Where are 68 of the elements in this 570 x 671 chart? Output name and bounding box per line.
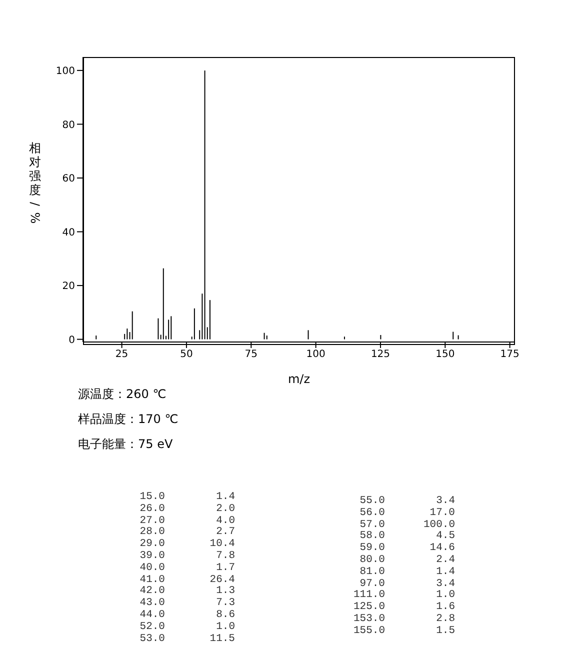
x-tick-label: 100 xyxy=(306,349,326,360)
text: 42.0 xyxy=(138,585,165,598)
text: 样品温度：170 ℃ xyxy=(78,411,180,428)
text: 源温度：260 ℃ xyxy=(78,387,166,401)
text: 43.0 xyxy=(138,597,165,610)
text: 52.0 xyxy=(138,620,165,634)
text: 3.4 xyxy=(435,578,455,590)
text: 26.0 xyxy=(138,502,165,516)
x-tick-label: 50 xyxy=(180,349,193,360)
text: 4.5 xyxy=(435,530,455,543)
y-tick-label: 0 xyxy=(68,334,75,346)
y-tick-label: 60 xyxy=(62,174,75,185)
text: 1.4 xyxy=(215,491,235,504)
text: 44.0 xyxy=(138,608,165,622)
text: 81.0 xyxy=(358,566,385,579)
text: 11.5 xyxy=(208,632,235,646)
text: 1.3 xyxy=(215,585,235,598)
text: 7.3 xyxy=(215,597,235,610)
text: 28.0 xyxy=(138,526,165,539)
text: 2.7 xyxy=(215,526,235,539)
text: 155.0 xyxy=(352,624,385,638)
text: 80.0 xyxy=(358,554,385,567)
text: 8.6 xyxy=(215,608,235,622)
text: 26.4 xyxy=(208,574,235,586)
x-tick-label: 175 xyxy=(500,349,520,360)
text: 1.0 xyxy=(435,589,455,602)
y-tick-label: 40 xyxy=(62,227,75,238)
x-tick-label: 150 xyxy=(436,349,455,360)
text: 29.0 xyxy=(138,538,165,551)
text: 125.0 xyxy=(352,601,385,614)
text: 41.0 xyxy=(138,574,165,586)
text: 2.0 xyxy=(215,502,235,516)
text: 10.4 xyxy=(208,538,235,551)
x-tick-label: 75 xyxy=(244,349,258,360)
text: 153.0 xyxy=(352,612,385,626)
text: 40.0 xyxy=(138,562,165,575)
text: 57.0 xyxy=(358,518,385,531)
text: 27.0 xyxy=(138,514,165,527)
x-tick-label: 125 xyxy=(370,349,390,360)
text: 100.0 xyxy=(422,518,455,531)
text: 15.0 xyxy=(138,491,165,504)
text: 59.0 xyxy=(358,542,385,555)
text: 53.0 xyxy=(138,632,165,646)
y-tick-label: 100 xyxy=(56,66,75,77)
text: 3.4 xyxy=(435,495,455,508)
text: 97.0 xyxy=(358,578,385,590)
text: 17.0 xyxy=(428,506,455,520)
text: 39.0 xyxy=(138,550,165,563)
text: 14.6 xyxy=(428,542,455,555)
text: 2.8 xyxy=(435,612,455,626)
text: 1.4 xyxy=(435,566,455,579)
text: 58.0 xyxy=(358,530,385,543)
text: 56.0 xyxy=(358,506,385,520)
y-axis-title: 相对强度/% xyxy=(28,141,42,225)
text: 1.6 xyxy=(435,601,455,614)
text: 111.0 xyxy=(352,589,385,602)
x-tick-label: 25 xyxy=(115,349,128,360)
text: 4.0 xyxy=(215,514,235,527)
text: 1.7 xyxy=(215,562,235,575)
y-tick-label: 20 xyxy=(62,281,75,292)
text: 2.4 xyxy=(435,554,455,567)
text: 1.5 xyxy=(435,624,455,638)
x-axis-title: m/z xyxy=(288,372,310,386)
text: 1.0 xyxy=(215,620,235,634)
text: 55.0 xyxy=(358,495,385,508)
text: 7.8 xyxy=(215,550,235,563)
y-tick-label: 80 xyxy=(62,120,75,131)
text: 电子能量：75 eV xyxy=(78,436,174,453)
